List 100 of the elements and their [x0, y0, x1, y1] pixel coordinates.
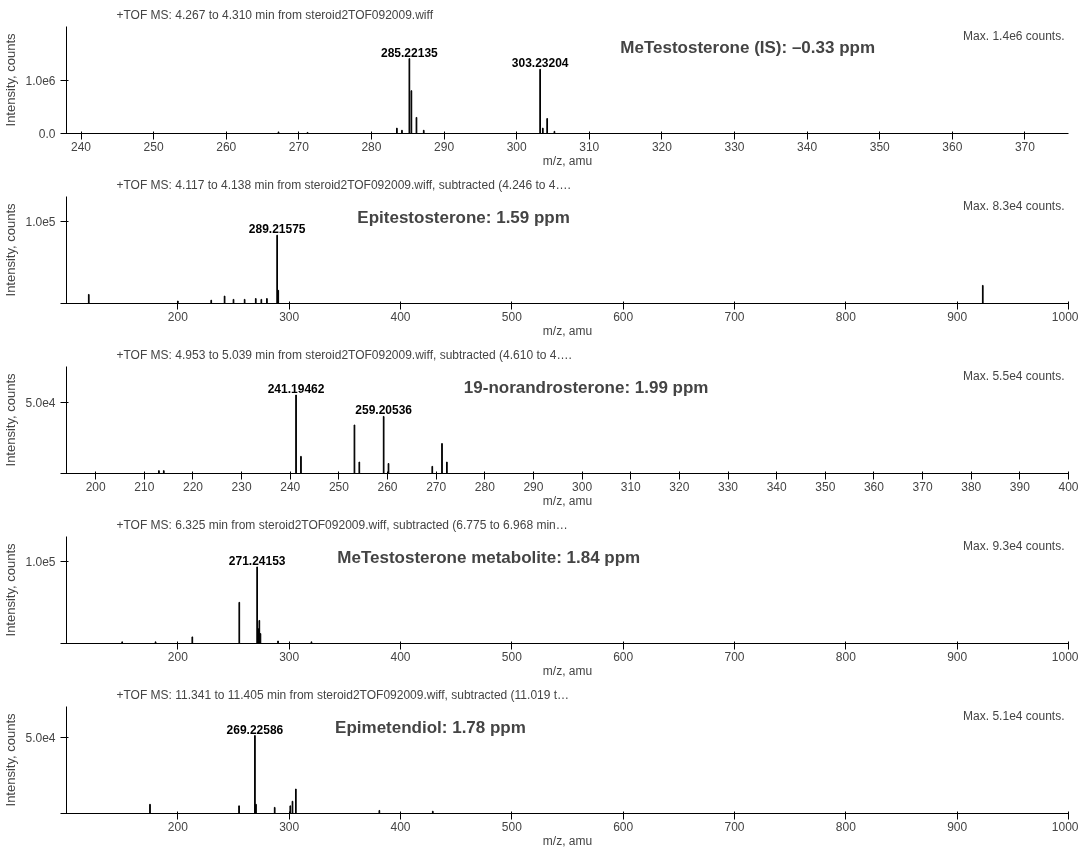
y-tick-label: 1.0e5	[25, 214, 56, 229]
x-tick-label: 350	[869, 139, 891, 154]
annotation: Epimetendiol: 1.78 ppm	[335, 718, 526, 738]
annotation: MeTestosterone (IS): –0.33 ppm	[620, 38, 876, 58]
annotation: 241.19462	[267, 382, 325, 397]
x-tick-label: 600	[613, 819, 634, 834]
x-tick-label: 310	[579, 139, 600, 154]
x-tick-label: 200	[167, 649, 189, 664]
x-tick-label: 300	[279, 649, 300, 664]
x-tick-label: 700	[724, 649, 745, 664]
x-tick-label: 360	[863, 479, 885, 494]
x-tick-label: 210	[134, 479, 155, 494]
x-axis-title: m/z, amu	[542, 323, 593, 338]
x-tick-label: 370	[912, 479, 933, 494]
x-tick-label: 250	[328, 479, 350, 494]
chart-title: +TOF MS: 4.953 to 5.039 min from steroid2TOF092009.wiff, subtracted (4.610 to 4….	[116, 347, 572, 362]
x-tick-label: 300	[279, 819, 300, 834]
chart-title: +TOF MS: 11.341 to 11.405 min from steroid2TOF092009.wiff, subtracted (11.019 t…	[116, 687, 570, 702]
x-tick-label: 230	[231, 479, 252, 494]
x-tick-label: 310	[620, 479, 642, 494]
x-tick-label: 240	[280, 479, 301, 494]
x-tick-label: 320	[669, 479, 690, 494]
x-axis-title: m/z, amu	[542, 663, 593, 678]
x-tick-label: 200	[85, 479, 107, 494]
annotation: Max. 1.4e6 counts.	[963, 28, 1065, 43]
x-tick-label: 270	[426, 479, 447, 494]
annotation: Max. 5.1e4 counts.	[963, 708, 1065, 723]
x-tick-label: 700	[724, 819, 745, 834]
annotation: 289.21575	[248, 222, 306, 237]
x-tick-label: 600	[613, 649, 634, 664]
y-tick-label: 1.0e6	[25, 73, 56, 88]
chart-title: +TOF MS: 4.117 to 4.138 min from steroid2TOF092009.wiff, subtracted (4.246 to 4….	[116, 177, 571, 192]
x-tick-label: 200	[167, 819, 189, 834]
x-tick-label: 200	[167, 309, 189, 324]
x-tick-label: 220	[182, 479, 204, 494]
x-tick-label: 240	[71, 139, 92, 154]
x-tick-label: 600	[613, 309, 634, 324]
x-tick-label: 400	[390, 309, 411, 324]
chart-title: +TOF MS: 6.325 min from steroid2TOF092009.wiff, subtracted (6.775 to 6.968 min…	[116, 517, 568, 532]
y-tick-label: 5.0e4	[25, 730, 56, 745]
x-tick-label: 260	[216, 139, 237, 154]
y-axis-title: Intensity, counts	[3, 373, 19, 467]
annotation: MeTestosterone metabolite: 1.84 ppm	[337, 548, 641, 568]
x-tick-label: 800	[835, 309, 857, 324]
y-tick-label: 0.0	[38, 127, 56, 141]
x-tick-label: 290	[434, 139, 455, 154]
x-tick-label: 370	[1014, 139, 1036, 154]
x-axis-title: m/z, amu	[542, 493, 593, 508]
x-tick-label: 500	[501, 649, 523, 664]
y-axis-title: Intensity, counts	[3, 713, 19, 807]
x-tick-label: 900	[947, 649, 968, 664]
x-tick-label: 300	[572, 479, 593, 494]
x-tick-label: 280	[361, 139, 382, 154]
annotation: 271.24153	[228, 553, 286, 568]
x-tick-label: 320	[651, 139, 673, 154]
chart-title: +TOF MS: 4.267 to 4.310 min from steroid2TOF092009.wiff	[116, 7, 434, 22]
annotation: 259.20536	[355, 403, 413, 418]
x-axis-title: m/z, amu	[542, 153, 593, 168]
annotation: 269.22586	[226, 722, 284, 737]
x-tick-label: 260	[377, 479, 398, 494]
x-tick-label: 900	[947, 819, 968, 834]
x-tick-label: 330	[718, 479, 739, 494]
annotation: 303.23204	[511, 56, 569, 71]
annotation: Max. 5.5e4 counts.	[963, 368, 1065, 383]
annotation: Epitestosterone: 1.59 ppm	[357, 208, 570, 228]
y-axis-title: Intensity, counts	[3, 543, 19, 637]
x-tick-label: 330	[724, 139, 745, 154]
x-tick-label: 500	[501, 309, 523, 324]
annotation: 285.22135	[381, 45, 439, 60]
x-tick-label: 340	[766, 479, 787, 494]
x-tick-label: 300	[279, 309, 300, 324]
x-tick-label: 290	[523, 479, 544, 494]
x-tick-label: 400	[390, 649, 411, 664]
x-tick-label: 390	[1009, 479, 1031, 494]
x-tick-label: 340	[797, 139, 818, 154]
x-tick-label: 350	[815, 479, 836, 494]
annotation: Max. 9.3e4 counts.	[963, 538, 1065, 553]
x-tick-label: 700	[724, 309, 745, 324]
x-tick-label: 280	[474, 479, 496, 494]
x-tick-label: 400	[1058, 479, 1079, 494]
x-axis-title: m/z, amu	[542, 833, 593, 848]
x-tick-label: 500	[501, 819, 523, 834]
y-axis-title: Intensity, counts	[3, 203, 19, 297]
y-tick-label: 5.0e4	[25, 395, 56, 410]
x-tick-label: 1000	[1051, 309, 1079, 324]
x-tick-label: 900	[947, 309, 968, 324]
y-axis-title: Intensity, counts	[3, 33, 19, 127]
x-tick-label: 400	[390, 819, 411, 834]
annotation: 19-norandrosterone: 1.99 ppm	[463, 378, 709, 398]
x-tick-label: 250	[143, 139, 164, 154]
x-tick-label: 300	[506, 139, 528, 154]
annotation: Max. 8.3e4 counts.	[963, 198, 1065, 213]
x-tick-label: 380	[961, 479, 982, 494]
x-tick-label: 1000	[1051, 649, 1079, 664]
x-tick-label: 1000	[1051, 819, 1079, 834]
x-tick-label: 800	[835, 819, 857, 834]
x-tick-label: 270	[288, 139, 310, 154]
y-tick-label: 1.0e5	[25, 554, 56, 569]
x-tick-label: 800	[835, 649, 857, 664]
x-tick-label: 360	[942, 139, 963, 154]
